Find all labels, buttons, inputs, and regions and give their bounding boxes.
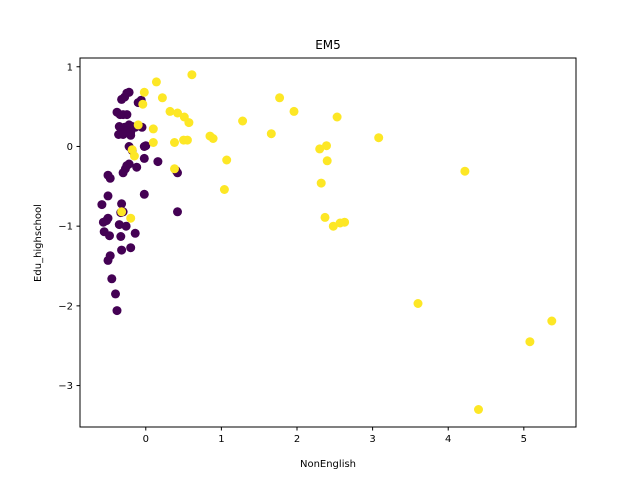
data-point bbox=[148, 138, 158, 147]
y-tick-label: 1 bbox=[67, 62, 73, 73]
x-tick-label: 3 bbox=[369, 434, 375, 445]
chart-title: EM5 bbox=[315, 38, 341, 52]
data-point bbox=[170, 138, 179, 147]
data-point bbox=[133, 120, 143, 130]
data-point bbox=[121, 221, 131, 231]
y-tick-label: −2 bbox=[58, 301, 73, 312]
data-point bbox=[275, 93, 285, 103]
data-point bbox=[115, 110, 125, 120]
data-point bbox=[107, 274, 117, 284]
data-point bbox=[117, 94, 127, 104]
x-axis-label: NonEnglish bbox=[300, 459, 356, 470]
data-point bbox=[103, 191, 113, 201]
data-point bbox=[132, 162, 142, 172]
data-point bbox=[117, 199, 127, 209]
data-point bbox=[114, 130, 124, 139]
data-point bbox=[139, 189, 149, 199]
x-tick-label: 0 bbox=[143, 434, 149, 445]
data-point bbox=[374, 133, 384, 143]
data-point bbox=[97, 200, 107, 210]
data-point bbox=[122, 110, 132, 120]
data-point bbox=[219, 185, 229, 194]
data-point bbox=[138, 99, 148, 109]
data-point bbox=[126, 243, 136, 253]
data-point bbox=[157, 93, 167, 103]
data-point bbox=[129, 151, 139, 161]
data-point bbox=[547, 316, 557, 326]
x-tick-label: 2 bbox=[294, 434, 300, 445]
data-point bbox=[173, 108, 182, 118]
data-point bbox=[187, 70, 197, 80]
data-point bbox=[126, 130, 136, 140]
data-point bbox=[114, 220, 124, 230]
data-point bbox=[208, 134, 218, 143]
data-point bbox=[460, 166, 470, 176]
data-point bbox=[148, 124, 158, 134]
data-point bbox=[170, 164, 179, 174]
data-point bbox=[238, 116, 248, 126]
y-tick-label: 0 bbox=[67, 142, 73, 153]
data-point bbox=[340, 217, 350, 227]
data-point bbox=[525, 337, 535, 347]
data-point bbox=[139, 153, 149, 163]
data-point bbox=[126, 213, 136, 223]
x-tick-label: 5 bbox=[521, 434, 527, 445]
data-point bbox=[112, 306, 122, 316]
y-axis-label: Edu_highschool bbox=[33, 204, 44, 282]
x-axis: 0 1 2 3 4 5 bbox=[143, 427, 527, 445]
data-point bbox=[322, 156, 332, 166]
y-tick-label: −1 bbox=[58, 222, 73, 233]
data-point bbox=[289, 106, 299, 116]
data-point bbox=[474, 405, 483, 414]
data-point bbox=[139, 87, 149, 97]
data-point bbox=[118, 168, 128, 178]
plot-area bbox=[97, 70, 557, 414]
data-point bbox=[103, 255, 113, 265]
data-point bbox=[182, 135, 192, 145]
data-point bbox=[266, 129, 276, 139]
data-point bbox=[117, 207, 127, 217]
data-point bbox=[98, 217, 108, 227]
data-point bbox=[222, 155, 232, 165]
data-point bbox=[105, 231, 114, 241]
data-point bbox=[320, 212, 330, 222]
y-tick-label: −3 bbox=[58, 381, 73, 392]
data-point bbox=[153, 157, 163, 167]
data-point bbox=[316, 178, 326, 188]
data-point bbox=[165, 106, 175, 116]
x-tick-label: 4 bbox=[445, 434, 451, 445]
data-point bbox=[116, 232, 126, 241]
data-point bbox=[151, 77, 161, 87]
x-tick-label: 1 bbox=[218, 434, 224, 445]
data-point bbox=[141, 141, 151, 151]
data-point bbox=[173, 207, 182, 217]
data-point bbox=[315, 144, 325, 154]
data-point bbox=[332, 112, 342, 122]
plot-frame bbox=[79, 57, 577, 428]
data-point bbox=[130, 228, 140, 238]
data-point bbox=[105, 173, 115, 183]
data-point bbox=[322, 141, 331, 151]
data-point bbox=[117, 245, 127, 255]
data-point bbox=[184, 118, 194, 128]
y-axis: −3 −2 −1 0 1 bbox=[58, 62, 80, 392]
data-point bbox=[413, 299, 423, 308]
data-point bbox=[328, 221, 338, 231]
data-point bbox=[111, 289, 120, 299]
